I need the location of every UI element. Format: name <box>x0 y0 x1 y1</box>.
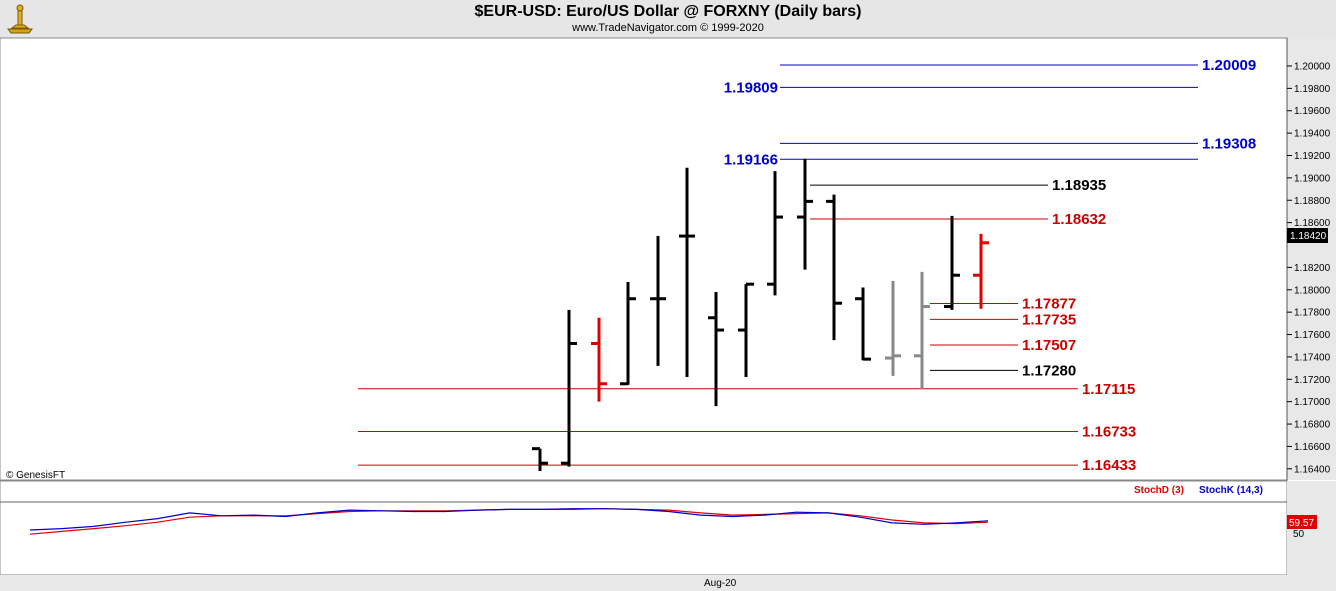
logo-icon <box>7 4 33 34</box>
y-tick-label: 1.16600 <box>1294 442 1331 453</box>
y-tick-label: 1.18800 <box>1294 196 1331 207</box>
ohlc-bar <box>708 292 724 407</box>
stoch-panel <box>0 480 1288 576</box>
ohlc-bar <box>855 287 871 361</box>
last-price-box <box>1287 228 1328 243</box>
y-tick-label: 1.17400 <box>1294 352 1331 363</box>
level-label: 1.16433 <box>1082 457 1136 474</box>
ohlc-bar <box>532 447 548 472</box>
chart-title: $EUR-USD: Euro/US Dollar @ FORXNY (Daily… <box>474 3 862 20</box>
level-label: 1.19166 <box>724 151 778 168</box>
last-price-label: 1.18420 <box>1290 231 1327 242</box>
ohlc-bar <box>797 158 813 270</box>
stoch-last-label: 59.57 <box>1289 518 1314 529</box>
level-label: 1.19809 <box>724 79 778 96</box>
price-panel <box>0 37 1288 481</box>
y-tick-label: 1.17800 <box>1294 308 1331 319</box>
ohlc-bar <box>973 233 989 309</box>
ohlc-bar <box>591 317 607 402</box>
ohlc-bar <box>914 271 930 390</box>
stoch-k-line <box>29 508 989 531</box>
y-tick-label: 1.18200 <box>1294 263 1331 274</box>
level-label: 1.17280 <box>1022 362 1076 379</box>
level-label: 1.17115 <box>1082 381 1135 398</box>
y-tick-label: 1.19400 <box>1294 129 1331 140</box>
ohlc-bar <box>561 309 577 467</box>
copyright-label: © GenesisFT <box>6 470 65 481</box>
ohlc-bar <box>885 280 901 376</box>
ohlc-bar <box>650 236 666 366</box>
y-tick-label: 1.16400 <box>1294 464 1331 475</box>
y-tick-label: 1.20000 <box>1294 61 1331 72</box>
level-label: 1.17877 <box>1022 296 1076 313</box>
ohlc-bar <box>738 282 754 378</box>
y-tick-label: 1.19800 <box>1294 84 1331 95</box>
y-tick-label: 1.17000 <box>1294 397 1331 408</box>
stoch-mid-tick: 50 <box>1293 529 1305 540</box>
y-tick-label: 1.18000 <box>1294 285 1331 296</box>
ohlc-bar <box>767 171 783 296</box>
level-label: 1.17735 <box>1022 311 1076 328</box>
y-tick-label: 1.17200 <box>1294 375 1331 386</box>
x-axis-label: Aug-20 <box>704 578 737 589</box>
y-tick-label: 1.19000 <box>1294 173 1331 184</box>
y-tick-label: 1.17600 <box>1294 330 1331 341</box>
price-axis-panel <box>1287 38 1336 480</box>
level-label: 1.16733 <box>1082 424 1136 441</box>
time-axis-panel <box>0 575 1336 591</box>
level-label: 1.18632 <box>1052 211 1106 228</box>
level-label: 1.20009 <box>1202 57 1256 74</box>
ohlc-bar <box>826 194 842 341</box>
chart-header <box>0 0 1336 38</box>
stoch-k-legend: StochK (14,3) <box>1199 485 1263 496</box>
ohlc-bar <box>944 215 960 310</box>
level-label: 1.19308 <box>1202 135 1256 152</box>
level-label: 1.17507 <box>1022 337 1076 354</box>
stoch-d-legend: StochD (3) <box>1134 485 1184 496</box>
y-tick-label: 1.16800 <box>1294 420 1331 431</box>
stoch-last-box <box>1287 515 1317 529</box>
y-tick-label: 1.19600 <box>1294 106 1331 117</box>
ohlc-bar <box>620 281 636 386</box>
y-tick-label: 1.18600 <box>1294 218 1331 229</box>
chart-subtitle: www.TradeNavigator.com © 1999-2020 <box>572 22 764 34</box>
ohlc-bar <box>679 167 695 378</box>
level-label: 1.18935 <box>1052 177 1106 194</box>
y-tick-label: 1.19200 <box>1294 151 1331 162</box>
